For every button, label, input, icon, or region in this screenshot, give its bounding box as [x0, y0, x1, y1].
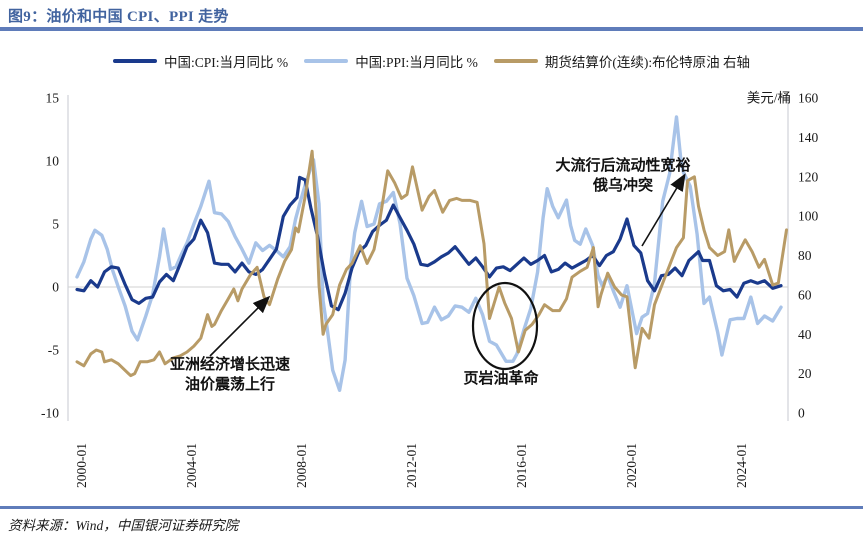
title-divider	[0, 27, 863, 31]
figure-title: 图9：油价和中国 CPI、PPI 走势	[8, 9, 229, 25]
annotation-text-line: 大流行后流动性宽裕	[555, 156, 690, 174]
annotation-text-line: 俄乌冲突	[592, 176, 653, 194]
annotation-arrow-pandemic-liquidity	[641, 173, 686, 247]
annotation-text-asia-growth: 亚洲经济增长迅速油价震荡上行	[170, 355, 290, 393]
x-axis-tick-label: 2004-01	[184, 443, 199, 488]
right-axis-tick-label: 60	[798, 287, 812, 302]
left-axis-tick-label: 0	[52, 280, 59, 295]
annotation-text-line: 页岩油革命	[463, 369, 539, 387]
legend-item-ppi: 中国:PPI:当月同比 %	[304, 51, 478, 71]
annotation-text-line: 亚洲经济增长迅速	[170, 355, 290, 373]
chart-legend: 中国:CPI:当月同比 % 中国:PPI:当月同比 % 期货结算价(连续):布伦…	[0, 51, 863, 71]
x-axis-tick-label: 2016-01	[514, 443, 529, 488]
left-axis-tick-label: 10	[46, 154, 60, 169]
right-axis-tick-label: 80	[798, 248, 812, 263]
annotation-arrow-asia-growth	[209, 295, 271, 357]
legend-item-oil: 期货结算价(连续):布伦特原油 右轴	[493, 51, 750, 71]
right-axis-unit-label: 美元/桶	[747, 91, 791, 106]
left-axis-tick-label: -10	[41, 406, 59, 421]
x-axis-tick-label: 2012-01	[404, 443, 419, 488]
cpi-line-swatch	[113, 59, 158, 63]
x-axis-tick-label: 2000-01	[74, 443, 89, 488]
x-axis-tick-label: 2008-01	[294, 443, 309, 488]
footer-divider	[0, 506, 863, 509]
right-axis-tick-label: 0	[798, 406, 805, 421]
annotation-text-line: 油价震荡上行	[185, 375, 275, 393]
ppi-line-swatch	[304, 59, 349, 63]
annotation-ellipse-shale-revolution	[471, 281, 539, 371]
x-axis-tick-label: 2020-01	[624, 443, 639, 488]
right-axis-tick-label: 100	[798, 209, 819, 224]
left-axis-tick-label: 15	[46, 91, 60, 106]
annotation-text-shale-revolution: 页岩油革命	[463, 369, 539, 387]
source-note: 资料来源：Wind，中国银河证券研究院	[8, 518, 239, 533]
left-axis-tick-label: 5	[52, 217, 59, 232]
legend-item-cpi: 中国:CPI:当月同比 %	[113, 51, 288, 71]
right-axis-tick-label: 20	[798, 366, 812, 381]
right-axis-tick-label: 160	[798, 91, 819, 106]
legend-label-cpi: 中国:CPI:当月同比 %	[164, 55, 289, 70]
right-axis-tick-label: 120	[798, 169, 819, 184]
left-axis-tick-label: -5	[48, 343, 59, 358]
oil-line	[75, 149, 788, 378]
legend-label-oil: 期货结算价(连续):布伦特原油 右轴	[544, 55, 750, 70]
right-axis-tick-label: 40	[798, 327, 812, 342]
annotation-text-pandemic-liquidity: 大流行后流动性宽裕俄乌冲突	[555, 156, 690, 194]
ppi-line	[75, 115, 783, 392]
legend-label-ppi: 中国:PPI:当月同比 %	[355, 55, 478, 70]
x-axis-tick-label: 2024-01	[734, 443, 749, 488]
cpi-line	[75, 175, 783, 312]
oil-line-swatch	[493, 59, 538, 63]
right-axis-tick-label: 140	[798, 130, 819, 145]
